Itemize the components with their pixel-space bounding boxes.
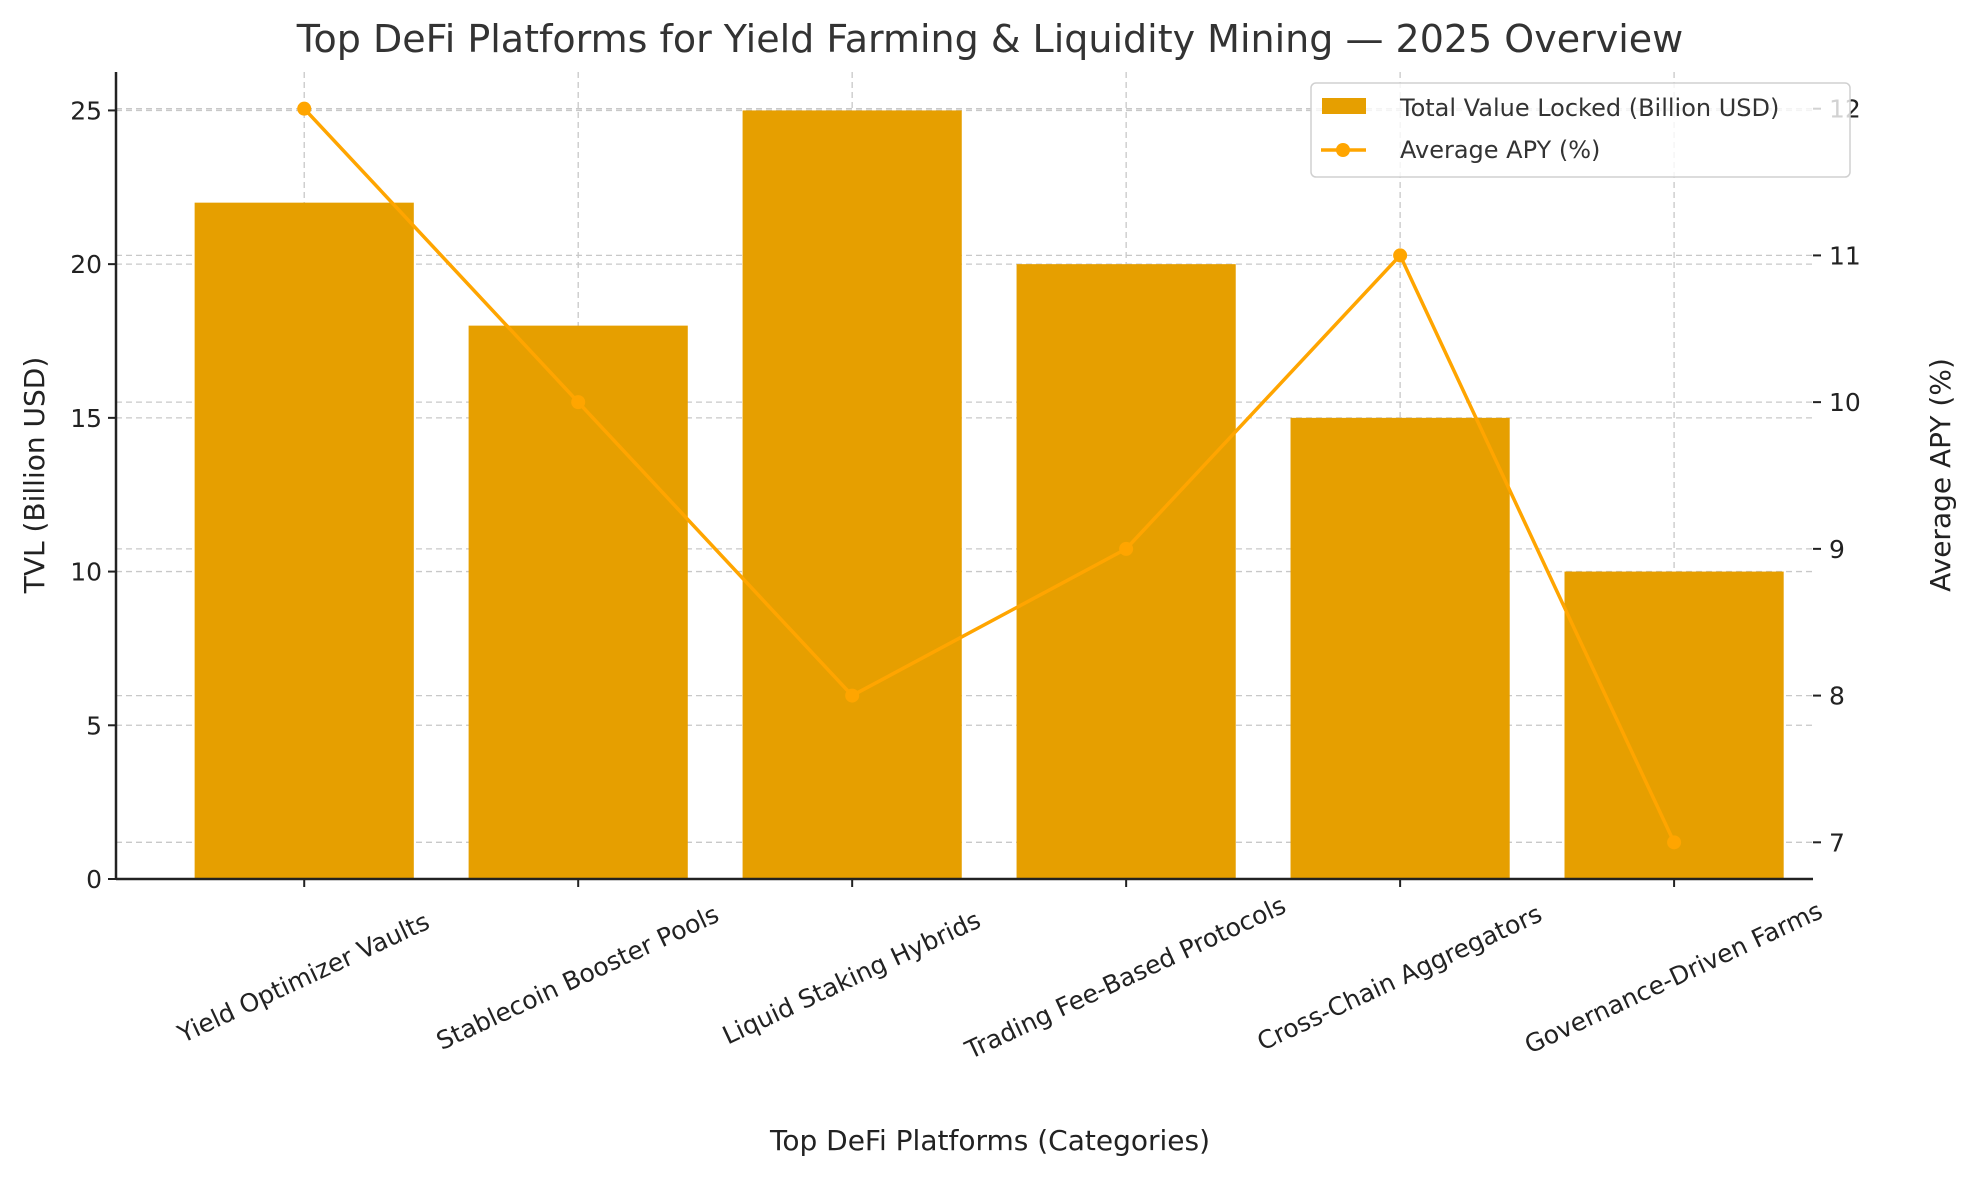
y2-tick-label: 9 bbox=[1829, 535, 1845, 564]
y-axis-label: TVL (Billion USD) bbox=[18, 357, 51, 595]
x-tick-label: Liquid Staking Hybrids bbox=[718, 905, 985, 1050]
apy-line bbox=[302, 107, 1676, 844]
apy-point bbox=[1393, 248, 1408, 263]
y-tick-label: 5 bbox=[86, 711, 102, 740]
bar bbox=[1290, 417, 1510, 879]
chart-title: Top DeFi Platforms for Yield Farming & L… bbox=[296, 17, 1683, 61]
y-tick-label: 0 bbox=[86, 865, 102, 894]
legend-box bbox=[1310, 82, 1851, 178]
y-tick-label: 20 bbox=[70, 250, 102, 279]
apy-point bbox=[845, 688, 860, 703]
legend: Total Value Locked (Billion USD) Average… bbox=[1310, 82, 1851, 178]
bar bbox=[194, 202, 414, 879]
y2-axis-label: Average APY (%) bbox=[1924, 358, 1957, 592]
y-tick-label: 10 bbox=[70, 558, 102, 587]
legend-bar-swatch bbox=[1322, 98, 1366, 114]
x-axis-label: Top DeFi Platforms (Categories) bbox=[769, 1124, 1210, 1157]
apy-point bbox=[571, 395, 586, 410]
y-tick-label: 25 bbox=[70, 96, 102, 125]
y2-tick-label: 8 bbox=[1829, 682, 1845, 711]
x-tick-label: Yield Optimizer Vaults bbox=[172, 907, 433, 1049]
legend-line-marker bbox=[1336, 143, 1350, 157]
axes bbox=[108, 72, 1821, 887]
apy-point bbox=[297, 101, 312, 116]
bar bbox=[742, 110, 962, 879]
legend-label-apy: Average APY (%) bbox=[1400, 136, 1600, 164]
apy-point bbox=[1667, 835, 1682, 850]
bar bbox=[1016, 264, 1236, 880]
line-series bbox=[297, 101, 1682, 850]
x-tick-label: Cross-Chain Aggregators bbox=[1253, 899, 1547, 1056]
x-tick-label: Trading Fee-Based Protocols bbox=[960, 891, 1290, 1066]
apy-point bbox=[1119, 541, 1134, 556]
bar bbox=[468, 325, 688, 880]
y2-tick-label: 11 bbox=[1829, 241, 1861, 270]
x-tick-label: Governance-Driven Farms bbox=[1520, 896, 1827, 1060]
y-tick-label: 15 bbox=[70, 404, 102, 433]
y2-tick-label: 7 bbox=[1829, 828, 1845, 857]
bar-series bbox=[194, 110, 1784, 880]
y2-tick-label: 10 bbox=[1829, 388, 1861, 417]
x-tick-label: Stablecoin Booster Pools bbox=[432, 899, 723, 1055]
legend-label-tvl: Total Value Locked (Billion USD) bbox=[1399, 94, 1779, 122]
bar bbox=[1564, 571, 1784, 879]
